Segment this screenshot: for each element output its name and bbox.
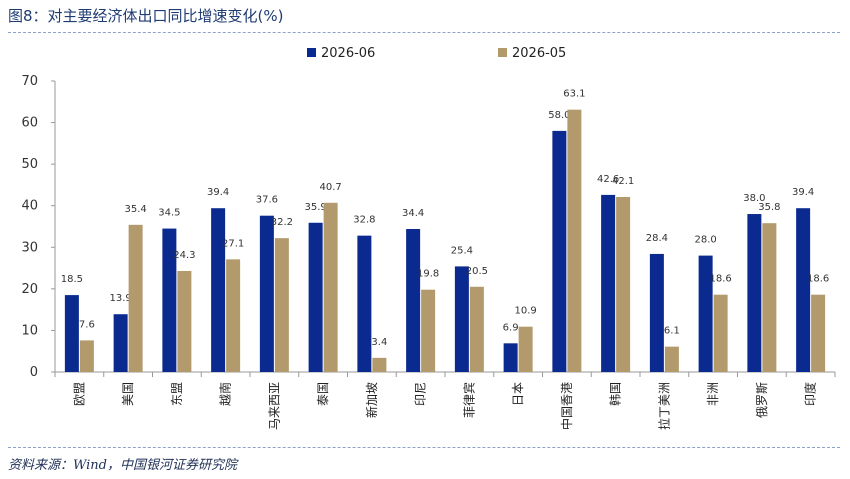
y-tick-label: 0: [30, 365, 38, 380]
category-label: 美国: [121, 382, 135, 406]
data-label: 10.9: [514, 306, 536, 317]
y-tick-label: 30: [21, 240, 38, 255]
bar-series-1: [796, 208, 811, 372]
data-label: 24.3: [173, 250, 195, 261]
bar-series-1: [747, 214, 762, 372]
data-label: 18.6: [709, 274, 731, 285]
bar-series-1: [503, 343, 518, 372]
data-label: 3.4: [371, 337, 387, 348]
data-label: 58.0: [548, 110, 570, 121]
bar-series-1: [454, 266, 469, 372]
category-label: 马来西亚: [267, 382, 281, 430]
category-label: 中国香港: [559, 382, 574, 430]
bar-series-2: [79, 340, 94, 372]
bar-series-2: [762, 223, 777, 372]
data-label: 34.4: [402, 208, 424, 219]
data-label: 37.6: [256, 195, 278, 206]
data-label: 28.4: [646, 233, 668, 244]
category-label: 印尼: [414, 382, 428, 406]
category-label: 拉丁美洲: [656, 382, 671, 430]
data-label: 6.1: [664, 326, 680, 337]
bar-series-2: [469, 286, 484, 372]
y-tick-label: 10: [21, 323, 38, 338]
category-label: 欧盟: [72, 382, 86, 406]
data-label: 13.9: [109, 293, 131, 304]
legend-label-1: 2026-06: [321, 46, 375, 61]
bar-series-2: [274, 238, 289, 372]
y-tick-label: 20: [21, 282, 38, 297]
bar-series-1: [64, 295, 79, 372]
data-label: 35.8: [758, 202, 780, 213]
data-label: 35.9: [304, 202, 326, 213]
data-label: 6.9: [503, 322, 519, 333]
y-tick-label: 40: [21, 199, 38, 214]
data-label: 18.5: [61, 274, 83, 285]
bar-series-1: [649, 253, 664, 372]
bar-series-1: [308, 222, 323, 372]
bar-series-2: [713, 294, 728, 372]
data-label: 42.1: [612, 176, 634, 187]
bar-series-1: [357, 235, 372, 372]
bar-series-2: [226, 259, 241, 372]
category-label: 越南: [218, 382, 233, 406]
data-label: 32.2: [271, 217, 293, 228]
bar-series-1: [259, 215, 274, 372]
y-tick-label: 70: [21, 74, 38, 89]
source-note: 资料来源：Wind，中国银河证券研究院: [8, 458, 237, 473]
legend-swatch-1: [307, 48, 316, 57]
bar-series-2: [128, 224, 143, 372]
bar-series-2: [421, 289, 436, 372]
data-label: 40.7: [319, 182, 341, 193]
category-label: 印度: [803, 382, 818, 406]
data-label: 63.1: [563, 89, 585, 100]
bar-series-1: [211, 208, 226, 372]
data-label: 42.6: [597, 174, 619, 185]
bar-series-2: [177, 270, 192, 372]
bar-series-1: [698, 255, 713, 372]
bar-series-2: [518, 326, 533, 372]
data-label: 7.6: [79, 319, 95, 330]
top-divider: [8, 32, 840, 33]
data-label: 27.1: [222, 238, 244, 249]
y-tick-label: 50: [21, 157, 38, 172]
category-label: 泰国: [316, 382, 330, 406]
data-label: 34.5: [158, 208, 180, 219]
data-label: 18.6: [807, 274, 829, 285]
category-label: 非洲: [706, 382, 720, 406]
figure-title: 图8：对主要经济体出口同比增速变化(%): [8, 7, 284, 25]
bar-series-2: [616, 196, 631, 372]
y-tick-label: 60: [21, 116, 38, 131]
bottom-divider: [8, 447, 840, 448]
bar-series-2: [664, 346, 679, 372]
category-label: 东盟: [170, 382, 184, 406]
bar-series-2: [323, 202, 338, 372]
data-label: 28.0: [694, 235, 716, 246]
bar-series-2: [811, 294, 826, 372]
bar-series-1: [601, 194, 616, 372]
legend-label-2: 2026-05: [512, 46, 566, 61]
data-label: 39.4: [792, 187, 814, 198]
category-label: 新加坡: [364, 382, 379, 418]
data-label: 25.4: [451, 245, 473, 256]
bar-series-1: [113, 314, 128, 372]
data-label: 38.0: [743, 193, 765, 204]
legend-swatch-2: [498, 48, 507, 57]
data-label: 32.8: [353, 215, 375, 226]
data-label: 39.4: [207, 187, 229, 198]
data-label: 19.8: [417, 269, 439, 280]
category-label: 韩国: [608, 382, 623, 406]
category-label: 俄罗斯: [755, 382, 769, 418]
bar-series-2: [372, 357, 387, 372]
bar-series-1: [406, 228, 421, 372]
category-label: 菲律宾: [461, 382, 476, 418]
bar-series-2: [567, 109, 582, 372]
bar-series-1: [162, 228, 177, 372]
category-label: 日本: [511, 382, 525, 406]
data-label: 20.5: [466, 266, 488, 277]
data-label: 35.4: [124, 204, 146, 215]
bar-series-1: [552, 130, 567, 372]
